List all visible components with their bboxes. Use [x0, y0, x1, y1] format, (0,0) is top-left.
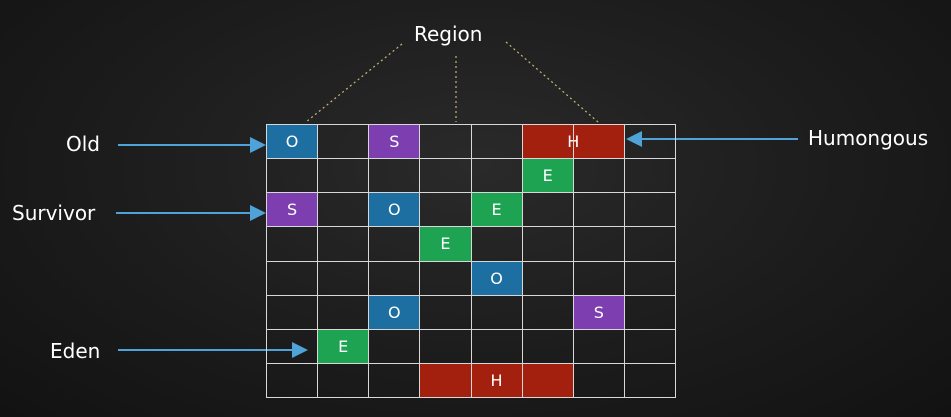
- grid-line-horizontal: [266, 124, 676, 125]
- grid-line-horizontal: [266, 363, 676, 364]
- old-label: Old: [66, 132, 100, 156]
- grid-line-horizontal: [266, 192, 676, 193]
- humongous-label: Humongous: [808, 126, 929, 150]
- region-cell-s: S: [369, 125, 420, 159]
- eden-label: Eden: [50, 339, 101, 363]
- grid-line-horizontal: [266, 226, 676, 227]
- region-pointer-right: [505, 41, 599, 123]
- region-cell-o: O: [369, 295, 420, 329]
- region-cell-o: O: [471, 261, 522, 295]
- region-cell-e: E: [318, 329, 369, 363]
- region-cell-o: O: [267, 125, 318, 159]
- grid-line-horizontal: [266, 261, 676, 262]
- region-cell-o: O: [369, 193, 420, 227]
- region-cell-s: S: [267, 193, 318, 227]
- region-cell-h: H: [420, 363, 573, 397]
- grid-line-horizontal: [266, 329, 676, 330]
- region-cell-e: E: [522, 159, 573, 193]
- region-cell-e: E: [420, 227, 471, 261]
- survivor-label: Survivor: [12, 201, 96, 225]
- grid-line-horizontal: [266, 158, 676, 159]
- grid-line-horizontal: [266, 397, 676, 398]
- region-pointer-left: [305, 43, 403, 123]
- region-title: Region: [414, 22, 483, 46]
- grid-line-horizontal: [266, 295, 676, 296]
- region-cell-s: S: [573, 295, 624, 329]
- region-grid: OSHESOEEOOSEH: [266, 124, 676, 398]
- region-cell-e: E: [471, 193, 522, 227]
